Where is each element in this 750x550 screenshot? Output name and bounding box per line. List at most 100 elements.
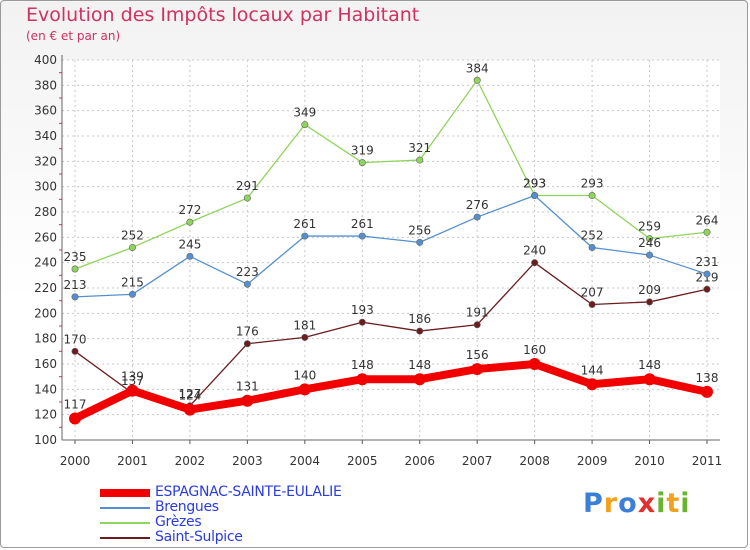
- data-point: [416, 156, 424, 164]
- y-tick-label: 340: [34, 129, 57, 143]
- data-label: 293: [523, 177, 546, 191]
- data-label: 252: [121, 228, 144, 242]
- data-point: [471, 363, 484, 376]
- data-point: [473, 76, 481, 84]
- y-tick-label: 300: [34, 180, 57, 194]
- y-tick-label: 360: [34, 104, 57, 118]
- data-label: 213: [64, 278, 87, 292]
- data-point: [473, 213, 481, 221]
- data-point: [703, 228, 711, 236]
- legend-swatch-brengues: [100, 507, 150, 509]
- data-point: [416, 238, 424, 246]
- data-label: 181: [293, 318, 316, 332]
- data-label: 349: [293, 106, 316, 120]
- y-tick-label: 240: [34, 256, 57, 270]
- data-label: 276: [466, 198, 489, 212]
- data-point: [71, 293, 79, 301]
- data-point: [243, 194, 251, 202]
- data-label: 140: [293, 368, 316, 382]
- series-line: [74, 194, 708, 298]
- data-label: 139: [121, 370, 144, 384]
- data-point: [243, 280, 251, 288]
- legend-swatch-grezes: [100, 522, 150, 524]
- x-tick-label: 2004: [290, 454, 321, 468]
- y-tick-label: 180: [34, 332, 57, 346]
- data-label: 148: [408, 358, 431, 372]
- data-point: [301, 333, 309, 341]
- logo-letter: x: [637, 488, 657, 519]
- y-tick-label: 220: [34, 281, 57, 295]
- data-point: [183, 403, 196, 416]
- legend-swatch-saint-sulpice: [100, 537, 150, 539]
- data-label: 256: [408, 223, 431, 237]
- data-point: [356, 373, 369, 386]
- data-point: [588, 243, 596, 251]
- data-point: [71, 265, 79, 273]
- data-point: [241, 394, 254, 407]
- data-label: 261: [293, 217, 316, 231]
- data-point: [126, 384, 139, 397]
- data-point: [301, 121, 309, 129]
- data-point: [531, 192, 539, 200]
- data-point: [703, 285, 711, 293]
- y-tick-label: 140: [34, 382, 57, 396]
- data-point: [413, 373, 426, 386]
- data-label: 246: [638, 236, 661, 250]
- logo-letter: t: [666, 488, 681, 519]
- data-point: [358, 159, 366, 167]
- logo-letter: P: [583, 488, 604, 519]
- data-label: 235: [64, 250, 87, 264]
- x-tick-label: 2006: [404, 454, 435, 468]
- x-tick-label: 2000: [60, 454, 91, 468]
- logo-letter: i: [656, 488, 667, 519]
- legend-label-espagnac: ESPAGNAC-SAINTE-EULALIE: [155, 484, 342, 500]
- x-tick-label: 2002: [175, 454, 206, 468]
- series-line: [73, 360, 708, 423]
- data-label: 148: [351, 358, 374, 372]
- chart-title: Evolution des Impôts locaux par Habitant: [26, 4, 420, 26]
- data-label: 293: [581, 177, 604, 191]
- data-label: 231: [696, 255, 719, 269]
- data-point: [646, 235, 654, 243]
- data-point: [588, 300, 596, 308]
- data-label: 191: [466, 306, 489, 320]
- y-tick-label: 320: [34, 154, 57, 168]
- y-tick-label: 280: [34, 205, 57, 219]
- x-tick-label: 2005: [347, 454, 378, 468]
- data-point: [128, 290, 136, 298]
- x-tick-label: 2008: [519, 454, 550, 468]
- x-tick-label: 2003: [232, 454, 263, 468]
- data-label: 240: [523, 244, 546, 258]
- data-point: [528, 358, 541, 370]
- logo-letter: r: [603, 488, 619, 519]
- data-point: [646, 251, 654, 259]
- legend-label-grezes: Grèzes: [155, 514, 202, 530]
- legend-label-saint-sulpice: Saint-Sulpice: [155, 529, 243, 545]
- y-tick-label: 380: [34, 78, 57, 92]
- data-point: [586, 378, 599, 391]
- data-label: 321: [408, 141, 431, 155]
- data-label: 186: [408, 312, 431, 326]
- data-label: 156: [466, 348, 489, 362]
- y-tick-label: 200: [34, 306, 57, 320]
- y-tick-label: 400: [34, 53, 57, 67]
- data-label: 259: [638, 220, 661, 234]
- data-point: [69, 412, 81, 425]
- proxiti-logo: Proxiti: [583, 488, 691, 519]
- data-label: 144: [581, 363, 604, 377]
- data-label: 207: [581, 285, 604, 299]
- y-tick-label: 120: [34, 408, 57, 422]
- data-point: [416, 327, 424, 335]
- x-tick-label: 2007: [462, 454, 493, 468]
- data-point: [703, 270, 711, 278]
- logo-letter: o: [618, 488, 638, 519]
- legend-swatch-espagnac: [100, 489, 150, 497]
- y-tick-label: 160: [34, 357, 57, 371]
- data-label: 252: [581, 228, 604, 242]
- data-point: [588, 192, 596, 200]
- data-label: 127: [178, 387, 201, 401]
- data-label: 245: [178, 237, 201, 251]
- data-label: 261: [351, 217, 374, 231]
- data-point: [473, 321, 481, 329]
